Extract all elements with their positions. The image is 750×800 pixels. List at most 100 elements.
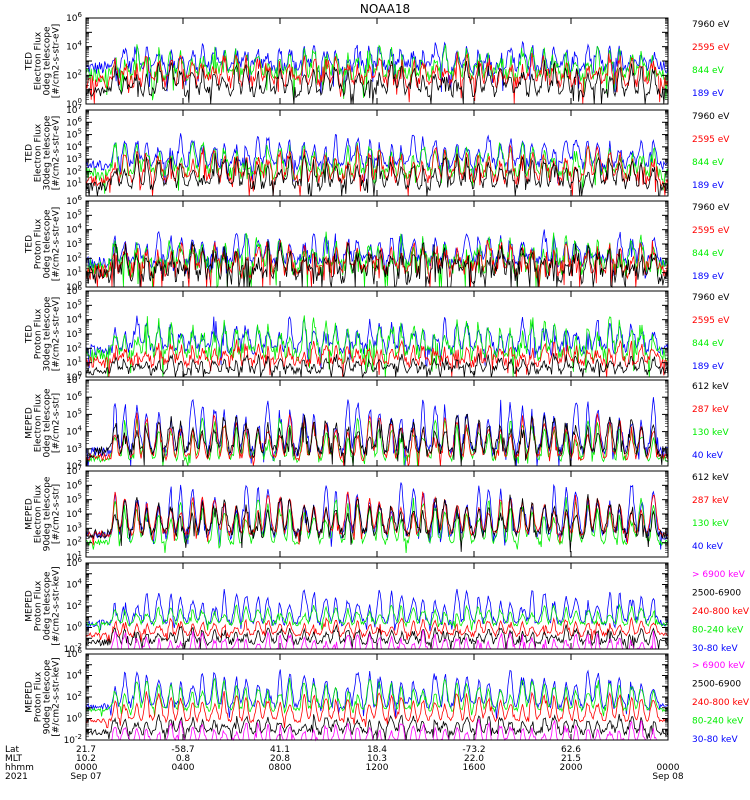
x-tick-label: 22.0	[464, 754, 484, 764]
legend-entry: 189 eV	[692, 272, 725, 282]
legend-entry: 80-240 keV	[692, 717, 744, 727]
series-line-612-kev	[85, 414, 669, 467]
y-axis-label: MEPEDElectron Flux90deg telescope[#/cm2-…	[25, 476, 62, 551]
y-tick-label: 102	[66, 599, 82, 612]
y-tick-label: 102	[66, 459, 82, 472]
legend-entry: 2500-6900	[692, 589, 741, 599]
y-tick-label: 103	[66, 237, 82, 250]
x-tick-label: 0400	[172, 763, 195, 773]
legend-entry: 287 keV	[692, 405, 729, 415]
x-tick-label: 0000	[657, 763, 680, 773]
x-tick-label: 62.6	[561, 745, 581, 755]
x-tick-label: Sep 08	[652, 772, 684, 782]
y-tick-label: 10-2	[64, 733, 82, 746]
legend-entry: 844 eV	[692, 158, 725, 168]
x-tick-label: 21.5	[561, 754, 581, 764]
x-tick-label: 10.3	[367, 754, 387, 764]
x-tick-label: -58.7	[171, 745, 194, 755]
legend-entry: 287 keV	[692, 496, 729, 506]
series-line-80-240-kev	[85, 677, 669, 717]
panel-1: 100 102 104 106 TEDElectron Flux0deg telesco…	[25, 11, 731, 110]
series-line-844-ev	[85, 315, 669, 378]
legend-entry: 7960 eV	[692, 293, 730, 303]
series-line-30-80-kev	[85, 588, 669, 632]
y-tick-label: 104	[66, 507, 82, 520]
y-tick-label: 101	[66, 550, 82, 563]
series-line-2595-ev	[85, 239, 669, 288]
y-tick-label: 101	[66, 266, 82, 279]
x-tick-label: 1200	[366, 763, 389, 773]
x-row-label: hhmm	[5, 763, 34, 773]
y-axis-label: MEPEDProton Flux90deg telescope[#/cm2-s-…	[25, 657, 62, 736]
y-tick-label: 107	[66, 373, 82, 386]
series-line-189-ev	[85, 315, 669, 369]
x-tick-label: 20.8	[270, 754, 290, 764]
figure-title: NOAA18	[360, 2, 410, 16]
legend-entry: 844 eV	[692, 249, 725, 259]
y-tick-label: 100	[66, 621, 82, 634]
x-tick-label: 41.1	[270, 745, 290, 755]
y-tick-label: 10-2	[64, 642, 82, 655]
series-line-7960-ev	[85, 240, 669, 289]
y-tick-label: 105	[66, 128, 82, 141]
panel-7: 10-2 100 102 104 106 MEPEDProton Flux0deg tel…	[25, 556, 750, 655]
y-tick-label: 106	[66, 556, 82, 569]
y-tick-label: 101	[66, 356, 82, 369]
series-line-189-ev	[85, 133, 669, 184]
legend-entry: 612 keV	[692, 382, 729, 392]
x-tick-label: 0000	[75, 763, 98, 773]
legend-entry: 130 keV	[692, 428, 729, 438]
series-line-30-80-kev	[85, 669, 669, 719]
x-tick-label: 0.8	[176, 754, 191, 764]
y-axis-label: MEPEDProton Flux0deg telescope[#/cm2-s-s…	[25, 566, 62, 645]
y-tick-label: 100	[66, 370, 82, 383]
series-line-612-kev	[85, 494, 669, 553]
series-line-2595-ev	[85, 52, 669, 105]
legend-entry: 189 eV	[692, 89, 725, 99]
y-tick-label: 100	[66, 280, 82, 293]
legend-entry: > 6900 keV	[692, 661, 746, 671]
legend-entry: 80-240 keV	[692, 626, 744, 636]
legend-entry: 40 keV	[692, 542, 724, 552]
y-tick-label: 107	[66, 464, 82, 477]
legend-entry: 7960 eV	[692, 203, 730, 213]
y-tick-label: 106	[66, 390, 82, 403]
x-tick-label: 10.2	[76, 754, 96, 764]
legend-entry: 2500-6900	[692, 680, 741, 690]
series-line-240-800-kev	[85, 616, 669, 643]
legend-entry: 844 eV	[692, 339, 725, 349]
y-tick-label: 105	[66, 298, 82, 311]
legend-entry: 844 eV	[692, 66, 725, 76]
series-line-7960-ev	[85, 60, 669, 105]
x-tick-label: 21.7	[76, 745, 96, 755]
y-tick-label: 103	[66, 327, 82, 340]
legend-entry: 2595 eV	[692, 135, 730, 145]
y-tick-label: 104	[66, 40, 82, 53]
y-tick-label: 102	[66, 251, 82, 264]
series-line-2595-ev	[85, 339, 669, 378]
y-tick-label: 102	[66, 164, 82, 177]
y-axis-label: MEPEDElectron Flux0deg telescope[#/cm2-s…	[25, 388, 62, 458]
y-tick-label: 106	[66, 478, 82, 491]
y-tick-label: 102	[66, 536, 82, 549]
y-axis-label: TEDElectron Flux30deg telescope[#/cm2-s-…	[25, 115, 62, 190]
series-line-80-240-kev	[85, 603, 669, 633]
panel-8: 10-2 100 102 104 106 MEPEDProton Flux90deg te…	[25, 647, 750, 746]
legend-entry: 30-80 keV	[692, 644, 738, 654]
y-tick-label: 102	[66, 690, 82, 703]
y-tick-label: 102	[66, 341, 82, 354]
legend-entry: 7960 eV	[692, 20, 730, 30]
legend-entry: 189 eV	[692, 362, 725, 372]
y-axis-label: TEDElectron Flux0deg telescope[#/cm2-s-s…	[25, 24, 62, 99]
y-tick-label: 100	[66, 97, 82, 110]
x-tick-label: -73.2	[462, 745, 485, 755]
x-tick-label: 1600	[463, 763, 486, 773]
legend-entry: 7960 eV	[692, 112, 730, 122]
y-tick-label: 104	[66, 313, 82, 326]
y-tick-label: 103	[66, 521, 82, 534]
y-tick-label: 104	[66, 140, 82, 153]
y-tick-label: 105	[66, 493, 82, 506]
series-line-2500-6900	[85, 624, 669, 650]
